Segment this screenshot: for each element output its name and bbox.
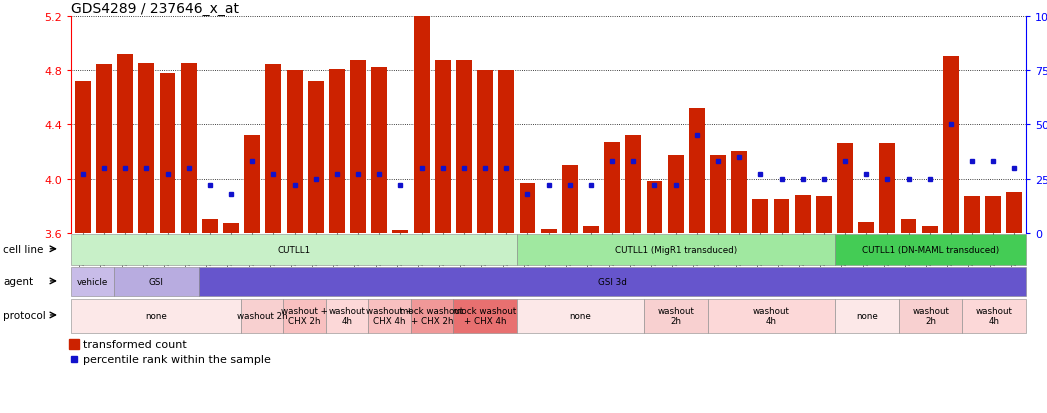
Text: protocol: protocol <box>3 310 46 320</box>
Bar <box>350 61 366 233</box>
Bar <box>816 197 831 233</box>
Bar <box>393 230 408 233</box>
Text: washout
4h: washout 4h <box>976 306 1012 325</box>
Bar <box>879 144 895 233</box>
Bar <box>244 136 260 233</box>
Bar <box>199 268 1026 296</box>
Bar <box>308 81 324 233</box>
Bar <box>668 156 684 233</box>
Bar <box>540 229 557 233</box>
Bar <box>562 166 578 233</box>
Bar <box>369 299 410 333</box>
Bar <box>689 109 705 233</box>
Text: washout +
CHX 4h: washout + CHX 4h <box>366 306 413 325</box>
Bar <box>114 268 199 296</box>
Bar <box>498 71 514 233</box>
Bar <box>836 299 898 333</box>
Bar <box>71 268 114 296</box>
Bar <box>266 65 282 233</box>
Text: mock washout
+ CHX 4h: mock washout + CHX 4h <box>453 306 516 325</box>
Bar <box>517 235 836 265</box>
Bar <box>326 299 369 333</box>
Bar <box>731 152 748 233</box>
Text: vehicle: vehicle <box>76 278 108 286</box>
Bar <box>964 197 980 233</box>
Bar <box>453 299 517 333</box>
Text: GDS4289 / 237646_x_at: GDS4289 / 237646_x_at <box>71 2 239 16</box>
Bar <box>75 81 91 233</box>
Text: none: none <box>146 311 166 320</box>
Bar <box>985 197 1001 233</box>
Bar <box>329 69 344 233</box>
Bar <box>138 64 154 233</box>
Text: CUTLL1 (MigR1 transduced): CUTLL1 (MigR1 transduced) <box>615 245 737 254</box>
Text: mock washout
+ CHX 2h: mock washout + CHX 2h <box>400 306 464 325</box>
Bar <box>517 299 644 333</box>
Bar <box>477 71 493 233</box>
Bar <box>625 136 641 233</box>
Bar <box>372 68 387 233</box>
Bar <box>859 223 874 233</box>
Bar <box>647 182 663 233</box>
Bar <box>708 299 836 333</box>
Text: GSI 3d: GSI 3d <box>598 278 627 286</box>
Bar <box>900 220 916 233</box>
Bar <box>962 299 1026 333</box>
Text: percentile rank within the sample: percentile rank within the sample <box>83 354 271 364</box>
Bar <box>1006 193 1022 233</box>
Bar <box>202 220 218 233</box>
Text: washout
2h: washout 2h <box>658 306 694 325</box>
Bar <box>284 299 326 333</box>
Bar <box>241 299 284 333</box>
Text: agent: agent <box>3 276 34 286</box>
Bar <box>943 57 959 233</box>
Bar <box>96 65 112 233</box>
Text: washout
2h: washout 2h <box>912 306 949 325</box>
Bar <box>644 299 708 333</box>
Bar <box>583 227 599 233</box>
Bar <box>223 224 239 233</box>
Bar <box>753 199 768 233</box>
Bar <box>836 235 1026 265</box>
Text: CUTLL1: CUTLL1 <box>277 245 311 254</box>
Bar <box>181 64 197 233</box>
Text: none: none <box>570 311 592 320</box>
Text: CUTLL1 (DN-MAML transduced): CUTLL1 (DN-MAML transduced) <box>862 245 999 254</box>
Bar <box>898 299 962 333</box>
Bar <box>774 199 789 233</box>
Text: washout
4h: washout 4h <box>753 306 789 325</box>
Bar <box>710 156 726 233</box>
Text: washout
4h: washout 4h <box>329 306 365 325</box>
Bar <box>519 183 535 233</box>
Text: washout 2h: washout 2h <box>237 311 288 320</box>
Bar <box>159 74 176 233</box>
Bar <box>456 61 472 233</box>
Bar <box>604 142 620 233</box>
Bar <box>414 17 429 233</box>
Bar <box>71 299 241 333</box>
Text: cell line: cell line <box>3 244 44 254</box>
Bar <box>117 55 133 233</box>
Text: washout +
CHX 2h: washout + CHX 2h <box>282 306 328 325</box>
Bar <box>795 195 810 233</box>
Bar <box>287 71 303 233</box>
Bar <box>435 61 450 233</box>
Bar <box>921 227 938 233</box>
Text: none: none <box>856 311 877 320</box>
Text: transformed count: transformed count <box>83 339 186 349</box>
Bar <box>838 144 853 233</box>
Bar <box>71 235 517 265</box>
Bar <box>410 299 453 333</box>
Text: GSI: GSI <box>149 278 163 286</box>
